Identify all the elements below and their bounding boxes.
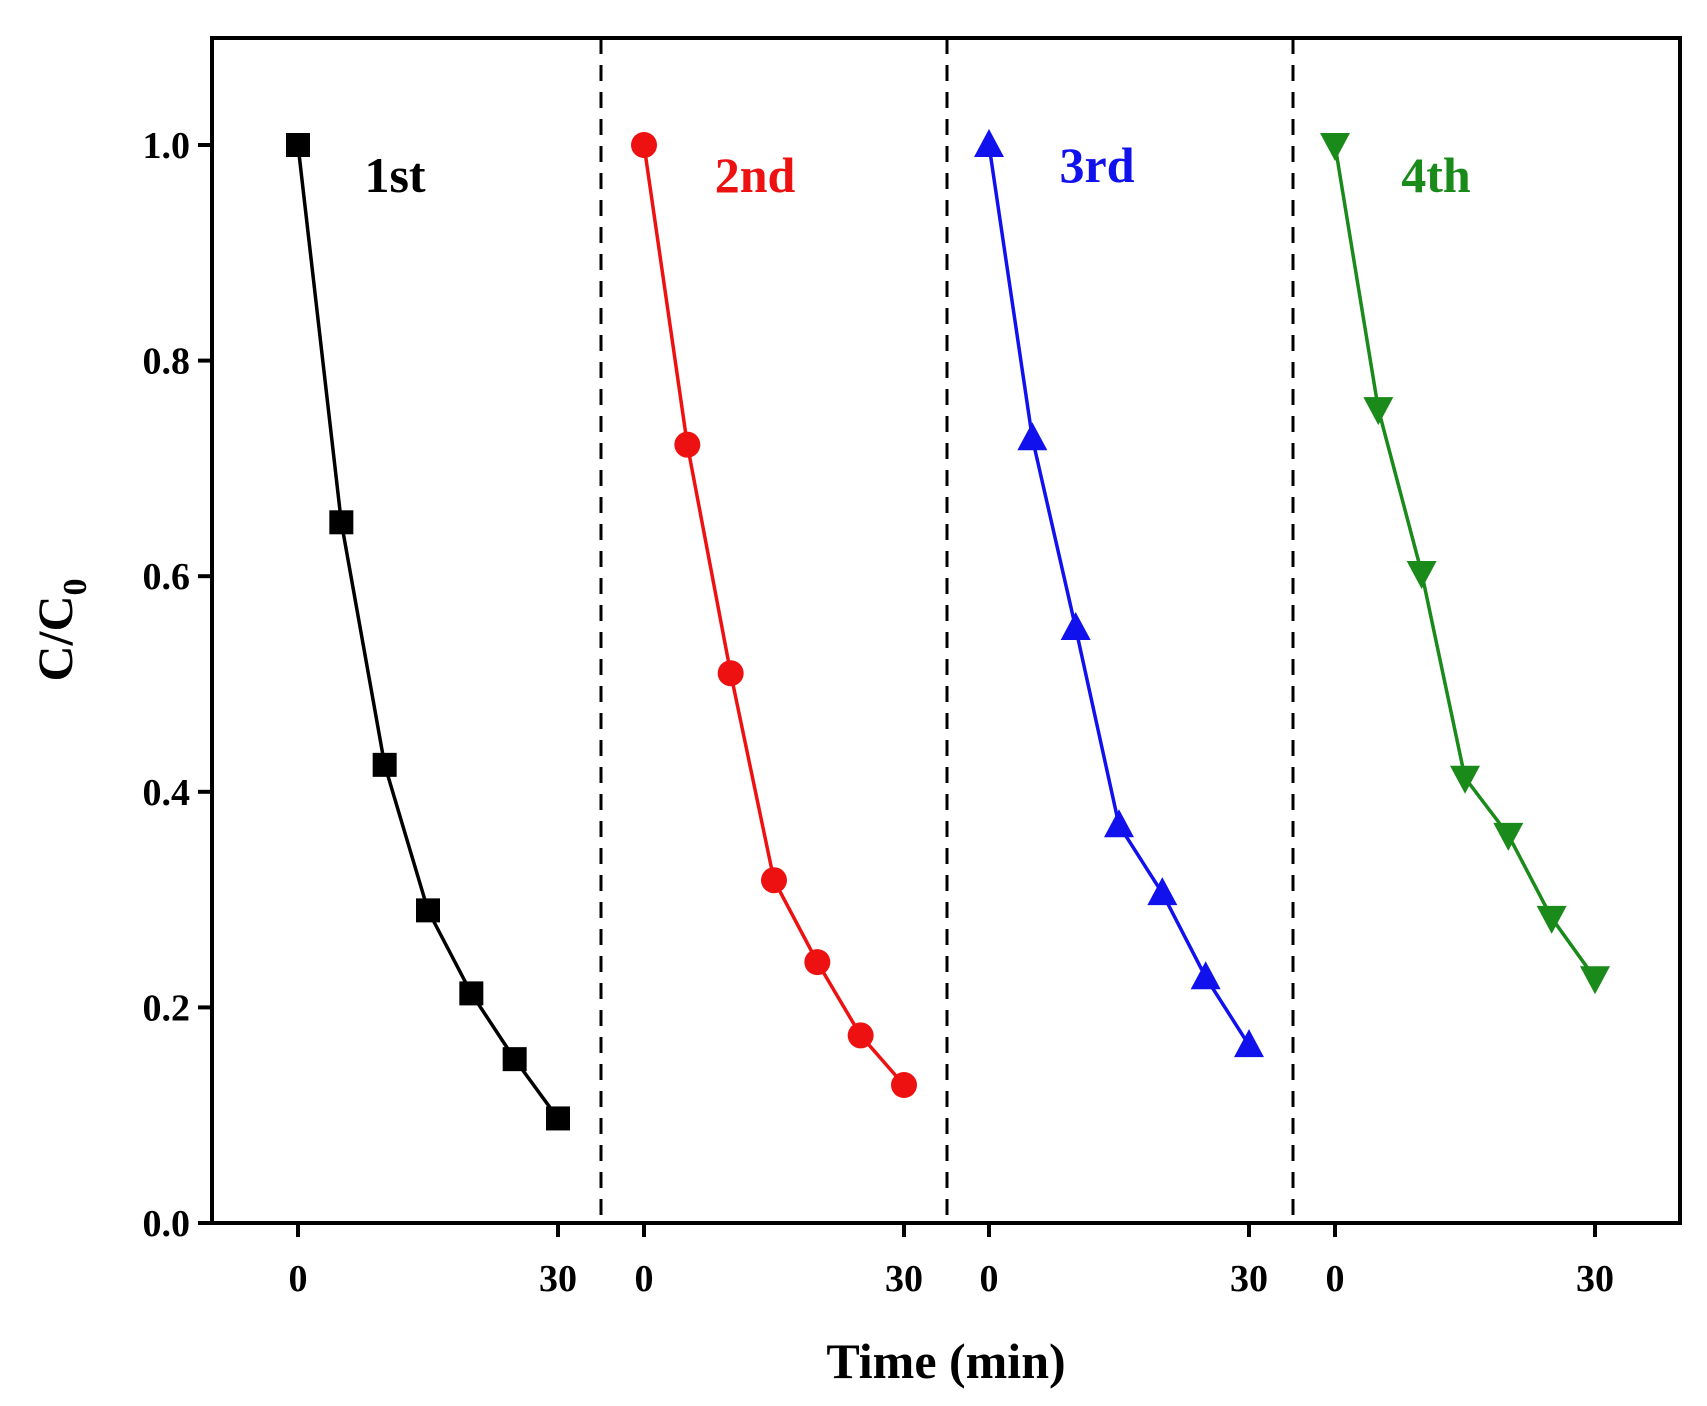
series-labels: 1st 2nd 3rd 4th (364, 137, 1470, 203)
y-tick-label: 0.0 (143, 1203, 191, 1245)
data-point (502, 1047, 527, 1072)
data-point (804, 949, 831, 976)
series-label-3rd: 3rd (1060, 137, 1135, 193)
data-point (717, 660, 744, 687)
svg-text:C/C0: C/C0 (27, 578, 94, 681)
data-point (286, 133, 310, 157)
data-point (1493, 822, 1524, 851)
data-point (1406, 560, 1437, 589)
y-tick-label: 0.4 (143, 772, 191, 814)
panel-separators (599, 38, 1295, 1223)
y-axis-title-main: C/C (27, 595, 83, 681)
series-2nd (631, 132, 917, 1099)
data-point (761, 867, 787, 894)
data-point (546, 1106, 570, 1131)
x-tick-label: 30 (1576, 1258, 1614, 1300)
data-point (847, 1022, 874, 1049)
data-point (1363, 397, 1394, 426)
y-axis: 0.0 0.2 0.4 0.6 0.8 1.0 (143, 125, 212, 1245)
x-tick-label: 30 (885, 1258, 923, 1300)
data-point (1320, 133, 1350, 161)
data-point (1536, 905, 1567, 934)
data-point (674, 431, 701, 458)
series-line (987, 144, 1251, 1047)
data-point (1190, 961, 1221, 990)
series-3rd (974, 129, 1264, 1058)
series-4th (1320, 133, 1610, 995)
x-tick-label: 0 (635, 1258, 654, 1300)
series-label-1st: 1st (364, 147, 425, 203)
data-point (1017, 422, 1048, 451)
x-axis-title: Time (min) (826, 1333, 1065, 1389)
series-group (286, 129, 1610, 1131)
data-point (1147, 877, 1178, 906)
series-line (1333, 144, 1597, 980)
x-axis: 0 30 0 30 0 30 0 30 (289, 1223, 1614, 1300)
x-tick-label: 0 (980, 1258, 999, 1300)
x-tick-label: 0 (1326, 1258, 1345, 1300)
data-point (1580, 966, 1610, 995)
x-tick-label: 30 (539, 1258, 577, 1300)
x-tick-label: 0 (289, 1258, 308, 1300)
series-line (642, 144, 906, 1087)
y-axis-title: C/C0 (27, 578, 94, 681)
data-point (891, 1072, 917, 1099)
data-point (1060, 611, 1091, 640)
data-point (329, 510, 354, 535)
series-line (296, 144, 560, 1120)
series-label-2nd: 2nd (715, 147, 796, 203)
data-point (631, 132, 657, 158)
y-axis-title-subscript: 0 (57, 578, 94, 595)
y-tick-label: 0.8 (143, 341, 191, 383)
data-point (459, 981, 484, 1006)
data-point (974, 129, 1004, 157)
y-tick-label: 1.0 (143, 125, 191, 167)
series-label-4th: 4th (1401, 147, 1471, 203)
data-point (1234, 1029, 1264, 1058)
series-1st (286, 133, 570, 1131)
data-point (1104, 809, 1134, 838)
data-point (372, 752, 397, 777)
data-point (1450, 765, 1480, 794)
data-point (416, 898, 440, 923)
y-tick-label: 0.6 (143, 556, 191, 598)
y-tick-label: 0.2 (143, 987, 191, 1029)
x-tick-label: 30 (1230, 1258, 1268, 1300)
